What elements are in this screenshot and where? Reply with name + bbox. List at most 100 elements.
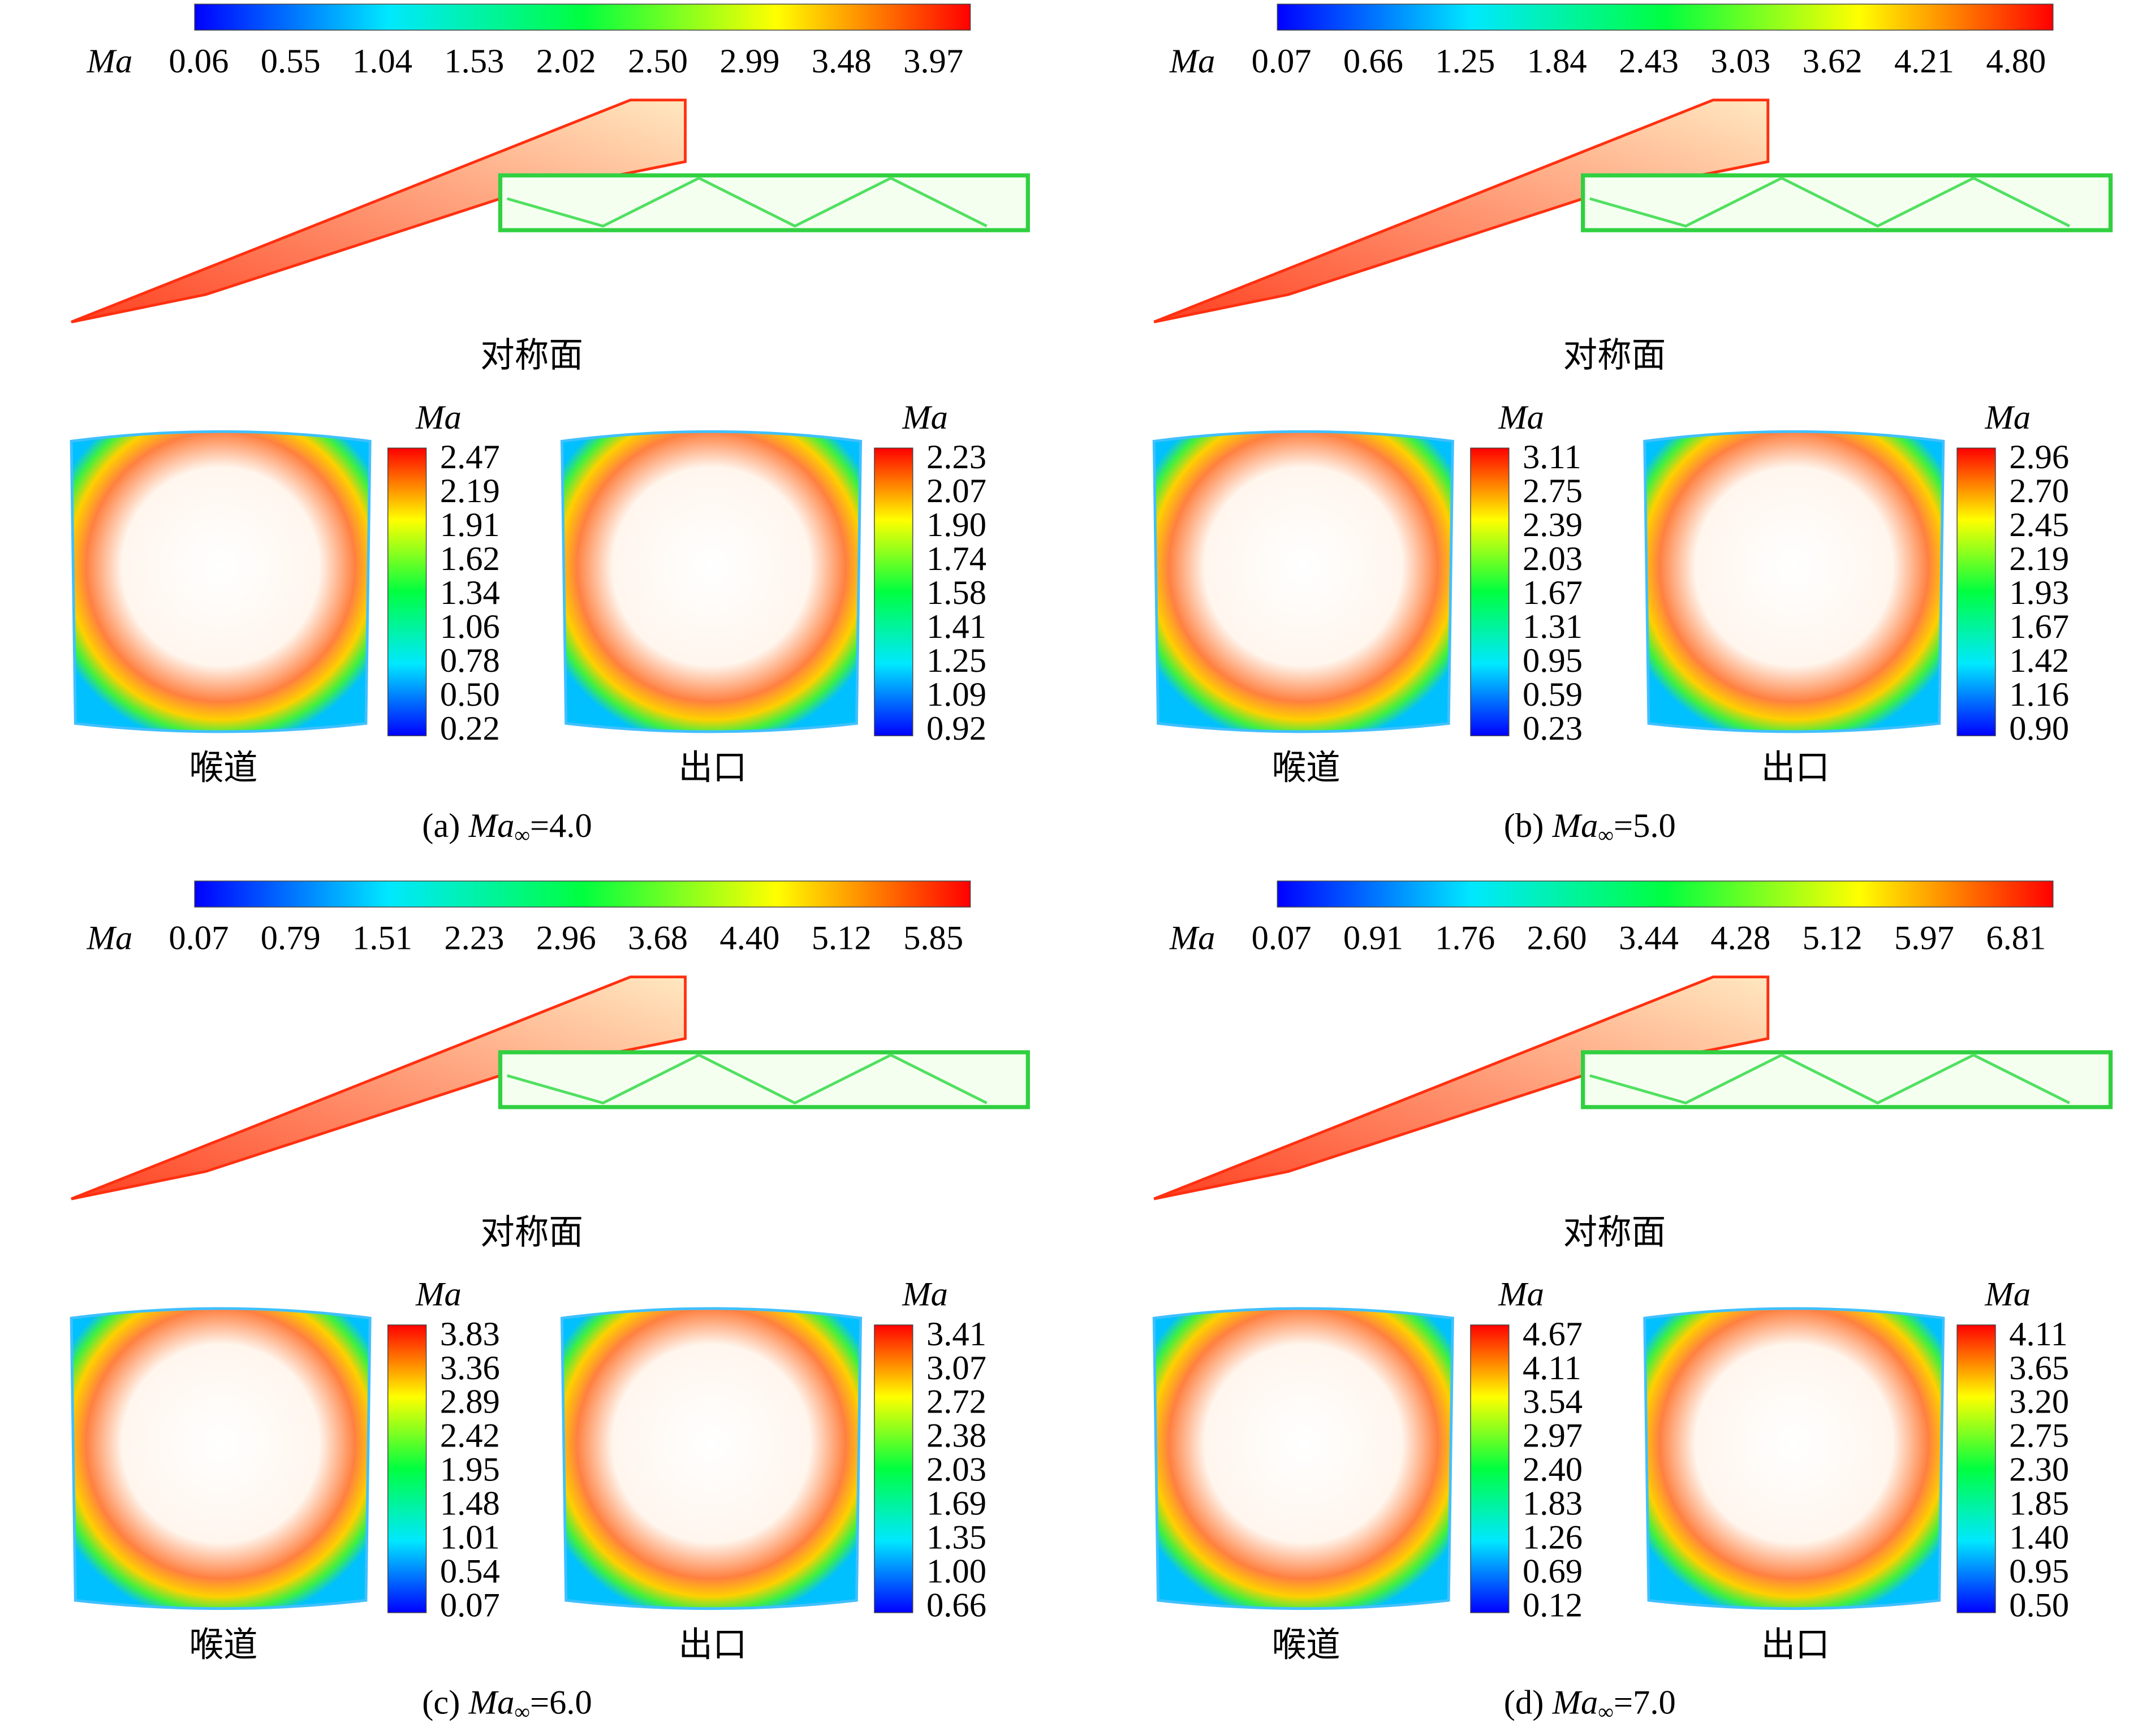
colorbar-tick-label: 2.39 — [1523, 506, 1583, 544]
colorbar-tick-label: 1.31 — [1523, 608, 1583, 646]
colorbar-label: Ma — [1498, 399, 1544, 437]
colorbar-tick-label: 2.23 — [926, 438, 986, 476]
colorbar-tick-label: 1.16 — [2009, 676, 2069, 714]
caption-prefix: (b) — [1504, 807, 1553, 845]
colorbar-tick-label: 0.12 — [1523, 1587, 1583, 1625]
colorbar-tick-label: 2.03 — [926, 1451, 986, 1489]
section-label: 喉道 — [1272, 749, 1340, 787]
colorbar-tick-label: 1.67 — [2009, 608, 2069, 646]
colorbar-tick-label: 4.11 — [1523, 1349, 1581, 1387]
colorbar — [1277, 880, 2054, 908]
colorbar-tick-label: 1.09 — [926, 676, 986, 714]
colorbar-tick-label: 3.62 — [1803, 42, 1863, 80]
colorbar-tick-label: 5.12 — [1803, 919, 1863, 957]
duct-shocks — [1589, 176, 2070, 228]
colorbar-tick-label: 2.99 — [719, 42, 779, 80]
colorbar-tick-label: 3.68 — [628, 919, 688, 957]
caption-suffix: =7.0 — [1614, 1684, 1676, 1722]
colorbar-tick-label: 0.79 — [261, 919, 321, 957]
colorbar-tick-label: 1.83 — [1523, 1485, 1583, 1523]
colorbar-tick-label: 2.97 — [1523, 1417, 1583, 1455]
colorbar-tick-label: 2.03 — [1523, 540, 1583, 578]
colorbar-tick-label: 0.78 — [440, 642, 500, 680]
colorbar-tick-label: 1.53 — [444, 42, 504, 80]
colorbar-tick-label: 1.34 — [440, 574, 500, 612]
section-label: 喉道 — [189, 749, 257, 787]
colorbar-label: Ma — [1498, 1276, 1544, 1314]
caption-symbol: Ma — [468, 1684, 515, 1722]
caption-suffix: =5.0 — [1614, 807, 1676, 845]
colorbar-tick-label: 0.91 — [1343, 919, 1403, 957]
colorbar-tick-label: 0.69 — [1523, 1553, 1583, 1591]
duct-shocks — [506, 1053, 988, 1105]
colorbar-tick-label: 5.12 — [812, 919, 872, 957]
colorbar-tick-label: 2.45 — [2009, 506, 2069, 544]
colorbar-tick-label: 3.54 — [1523, 1383, 1583, 1421]
colorbar-tick-label: 0.95 — [2009, 1553, 2069, 1591]
colorbar-tick-label: 1.01 — [440, 1519, 500, 1557]
colorbar-tick-label: 4.40 — [719, 919, 779, 957]
colorbar-tick-label: 0.95 — [1523, 642, 1583, 680]
colorbar-tick-label: 0.55 — [261, 42, 321, 80]
colorbar-tick-label: 2.60 — [1527, 919, 1587, 957]
colorbar-tick-label: 1.91 — [440, 506, 500, 544]
colorbar — [874, 1324, 913, 1613]
contour-field — [1643, 1307, 1945, 1610]
colorbar-tick-label: 1.04 — [352, 42, 412, 80]
ramp-field — [1153, 975, 1770, 1200]
section-label: 对称面 — [480, 337, 583, 375]
ramp-field — [1153, 98, 1770, 323]
caption-subscript: ∞ — [1598, 823, 1614, 847]
section-label: 对称面 — [480, 1214, 583, 1251]
colorbar-tick-label: 0.50 — [440, 676, 500, 714]
colorbar-tick-label: 3.44 — [1619, 919, 1679, 957]
colorbar-tick-label: 3.20 — [2009, 1383, 2069, 1421]
colorbar-tick-label: 1.85 — [2009, 1485, 2069, 1523]
colorbar-tick-label: 1.69 — [926, 1485, 986, 1523]
colorbar-tick-label: 2.96 — [536, 919, 596, 957]
caption-subscript: ∞ — [1598, 1700, 1614, 1724]
colorbar-tick-label: 3.48 — [812, 42, 872, 80]
colorbar-tick-label: 0.92 — [926, 710, 986, 748]
duct-field — [1581, 173, 2113, 232]
colorbar-tick-label: 2.96 — [2009, 438, 2069, 476]
colorbar-tick-label: 0.07 — [1252, 919, 1312, 957]
colorbar-tick-label: 2.02 — [536, 42, 596, 80]
colorbar-label: Ma — [87, 919, 133, 957]
colorbar-tick-label: 3.11 — [1523, 438, 1581, 476]
colorbar-tick-label: 4.21 — [1894, 42, 1954, 80]
caption: (b) Ma∞=5.0 — [1504, 807, 1676, 848]
caption-subscript: ∞ — [514, 823, 530, 847]
colorbar-label: Ma — [1169, 919, 1215, 957]
colorbar-tick-label: 1.06 — [440, 608, 500, 646]
colorbar-tick-label: 1.25 — [1435, 42, 1495, 80]
colorbar-tick-label: 2.75 — [2009, 1417, 2069, 1455]
section-label: 喉道 — [1272, 1626, 1340, 1664]
contour-field — [1643, 430, 1945, 733]
colorbar-label: Ma — [902, 399, 948, 437]
caption-prefix: (a) — [422, 807, 468, 845]
colorbar-tick-label: 1.62 — [440, 540, 500, 578]
duct-shocks — [506, 176, 988, 228]
ramp-field — [71, 98, 687, 323]
colorbar-tick-label: 1.48 — [440, 1485, 500, 1523]
caption: (c) Ma∞=6.0 — [422, 1684, 592, 1725]
colorbar-tick-label: 1.76 — [1435, 919, 1495, 957]
colorbar — [1470, 447, 1510, 736]
colorbar-tick-label: 1.95 — [440, 1451, 500, 1489]
colorbar-tick-label: 2.75 — [1523, 472, 1583, 510]
colorbar — [874, 447, 913, 736]
colorbar — [387, 447, 427, 736]
contour-field — [70, 1307, 372, 1610]
colorbar-tick-label: 0.66 — [1343, 42, 1403, 80]
colorbar-tick-label: 3.07 — [926, 1349, 986, 1387]
colorbar-tick-label: 1.74 — [926, 540, 986, 578]
colorbar-tick-label: 3.83 — [440, 1315, 500, 1353]
contour-field — [1152, 430, 1454, 733]
colorbar-label: Ma — [87, 42, 133, 80]
duct-field — [1581, 1050, 2113, 1109]
section-label: 出口 — [678, 1626, 747, 1664]
colorbar-tick-label: 2.72 — [926, 1383, 986, 1421]
